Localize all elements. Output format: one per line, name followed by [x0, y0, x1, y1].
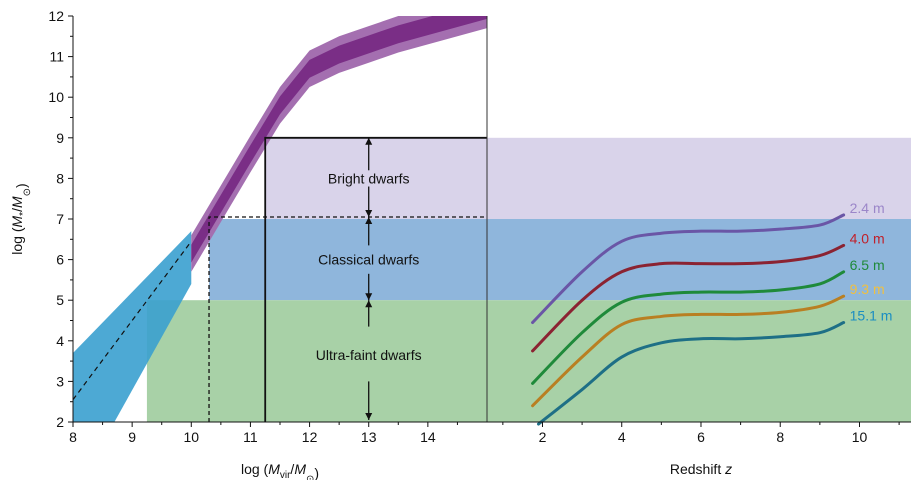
region-band-2	[146, 300, 911, 422]
selection-box-1	[208, 216, 487, 422]
series-label-4-0m: 4.0 m	[850, 230, 885, 246]
arrow-head-5	[365, 412, 373, 420]
x-left-tick-label-0: 8	[69, 429, 77, 445]
y-tick-label-5: 7	[56, 211, 64, 227]
x-left-tick-label-2: 10	[183, 429, 199, 445]
cyan-relation-layer	[72, 231, 192, 422]
series-line-4	[537, 321, 846, 426]
x-left-tick-label-1: 9	[128, 429, 136, 445]
series-line-0	[531, 213, 846, 325]
series-label-9-3m: 9.3 m	[850, 281, 885, 297]
y-tick-label-3: 5	[56, 292, 64, 308]
arrow-head-4	[365, 300, 373, 308]
series-label-6-5m: 6.5 m	[850, 257, 885, 273]
purple-relation-layer	[191, 16, 487, 272]
arrows-layer	[365, 137, 373, 420]
region-label-classical: Classical dwarfs	[318, 252, 419, 268]
x-left-tick-label-3: 11	[243, 429, 258, 445]
series-line-2	[531, 270, 846, 385]
y-tick-label-4: 6	[56, 252, 64, 268]
y-tick-label-7: 9	[56, 130, 64, 146]
series-label-15-1m: 15.1 m	[850, 308, 893, 324]
series-line-1	[531, 243, 846, 353]
region-band-0	[265, 137, 911, 219]
arrow-head-0	[365, 137, 373, 145]
x-axis-title-left: log (Mvir/M⊙)	[241, 461, 319, 480]
axes-layer: 2 3 4 5 6 7 8 9 10 11 12 8 9 10 11 12 13 14 2 4 6 8 10	[48, 8, 911, 445]
y-tick-label-1: 3	[56, 373, 64, 389]
x-right-tick-label-2: 6	[697, 429, 705, 445]
x-left-tick-label-5: 13	[361, 429, 377, 445]
boxes-layer	[208, 16, 488, 422]
arrow-head-1	[365, 209, 373, 217]
y-tick-label-0: 2	[56, 414, 64, 430]
x-right-tick-label-4: 10	[852, 429, 868, 445]
region-label-ultra-faint: Ultra-faint dwarfs	[316, 347, 422, 363]
x-right-tick-label-1: 4	[618, 429, 626, 445]
cyan-relation-dashed-line	[72, 240, 192, 401]
y-tick-label-10: 12	[48, 8, 64, 24]
x-right-tick-label-0: 2	[539, 429, 547, 445]
x-left-tick-label-4: 12	[302, 429, 318, 445]
purple-relation-outer-band	[191, 16, 487, 272]
series-layer	[531, 213, 846, 426]
y-axis-title: log (M*/M⊙)	[9, 183, 33, 254]
arrow-head-2	[365, 216, 373, 224]
region-label-bright: Bright dwarfs	[328, 170, 410, 186]
arrow-head-3	[365, 293, 373, 301]
selection-box-0	[264, 136, 487, 422]
y-tick-label-6: 8	[56, 170, 64, 186]
x-right-tick-label-3: 8	[776, 429, 784, 445]
y-tick-label-9: 11	[49, 49, 64, 65]
series-label-2-4m: 2.4 m	[850, 200, 885, 216]
y-tick-label-8: 10	[48, 89, 64, 105]
x-left-tick-label-6: 14	[420, 429, 436, 445]
regions-layer	[146, 137, 911, 422]
cyan-relation-band	[73, 231, 192, 422]
y-tick-label-2: 4	[56, 333, 64, 349]
x-axis-title-right: Redshift z	[670, 461, 732, 477]
series-line-3	[531, 294, 846, 408]
